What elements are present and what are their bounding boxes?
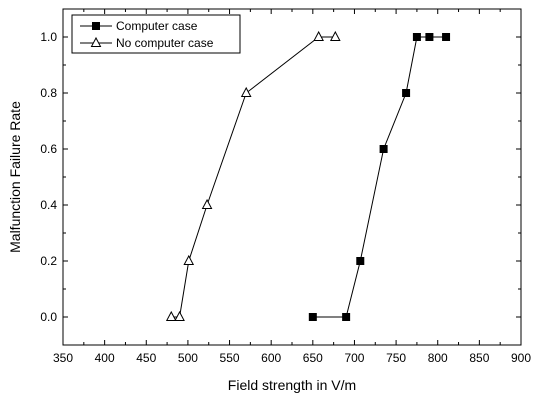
- legend: Computer case No computer case: [71, 14, 241, 54]
- data-point: [356, 257, 365, 265]
- x-tick-label: 500: [178, 351, 198, 365]
- y-tick-label: 1.0: [40, 30, 57, 44]
- ticks: 350 400 450 500 550 600 650 700 750 800 850 900 0.0 0…: [40, 8, 531, 365]
- y-tick-label: 0.2: [40, 254, 57, 268]
- x-tick-label: 600: [261, 351, 281, 365]
- x-tick-label: 800: [428, 351, 448, 365]
- x-axis-label: Field strength in V/m: [228, 377, 356, 393]
- data-point: [379, 145, 388, 153]
- legend-marker: [92, 22, 100, 30]
- plot-area: [62, 8, 522, 346]
- x-tick-label: 850: [469, 351, 489, 365]
- data-point: [240, 86, 252, 97]
- data-point: [402, 89, 411, 97]
- x-tick-label: 550: [220, 351, 240, 365]
- x-tick-label: 450: [136, 351, 156, 365]
- data-point: [313, 30, 324, 41]
- y-tick-label: 0.4: [40, 198, 57, 212]
- data-point: [425, 33, 434, 41]
- data-point: [329, 30, 341, 41]
- series-line: [312, 36, 447, 318]
- plot-frame: [62, 8, 522, 346]
- x-tick-label: 750: [386, 351, 406, 365]
- x-tick-label: 400: [95, 351, 115, 365]
- data-point: [201, 198, 213, 209]
- series-computer-case: [308, 33, 451, 321]
- x-tick-label: 350: [53, 351, 73, 365]
- series-no-computer-case: [165, 30, 341, 321]
- legend-marker: [90, 36, 102, 47]
- data-point: [165, 310, 177, 321]
- legend-entry-label: Computer case: [116, 19, 198, 33]
- x-tick-label: 900: [511, 351, 531, 365]
- data-point: [342, 313, 351, 321]
- legend-entry-label: No computer case: [116, 36, 214, 50]
- x-tick-label: 700: [344, 351, 364, 365]
- data-point: [183, 254, 195, 265]
- series-line: [171, 36, 336, 318]
- series-layer: [165, 30, 451, 321]
- y-tick-label: 0.6: [40, 142, 57, 156]
- data-point: [308, 313, 317, 321]
- data-point: [412, 33, 421, 41]
- y-tick-label: 0.0: [40, 310, 57, 324]
- x-tick-label: 650: [303, 351, 323, 365]
- data-point: [174, 310, 185, 321]
- y-axis-label: Malfunction Failure Rate: [7, 101, 23, 253]
- data-point: [442, 33, 451, 41]
- y-tick-label: 0.8: [40, 86, 57, 100]
